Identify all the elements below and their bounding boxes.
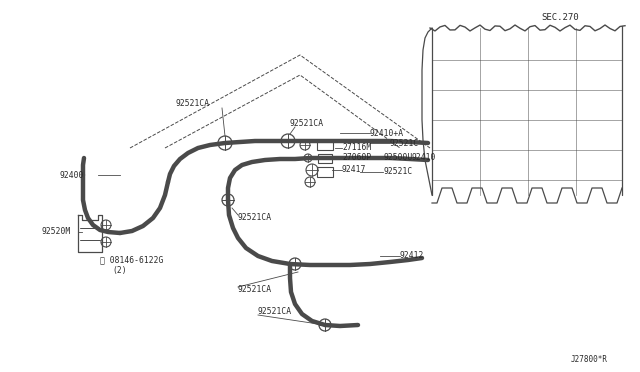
Text: 92520M: 92520M (42, 228, 71, 237)
Text: Ⓑ 08146-6122G: Ⓑ 08146-6122G (100, 256, 163, 264)
Text: 92417: 92417 (342, 166, 366, 174)
Text: 92521CA: 92521CA (238, 214, 272, 222)
Text: 92521CA: 92521CA (290, 119, 324, 128)
Text: 27116M: 27116M (342, 144, 371, 153)
Text: 92400: 92400 (60, 170, 84, 180)
Bar (318, 154, 332, 163)
Text: 92521CA: 92521CA (175, 99, 209, 108)
Text: 92521CA: 92521CA (238, 285, 272, 295)
Text: 92521C: 92521C (383, 167, 412, 176)
Text: 92521CA: 92521CA (258, 308, 292, 317)
Text: 92412: 92412 (400, 251, 424, 260)
Text: 92410+A: 92410+A (370, 128, 404, 138)
Text: 92410: 92410 (412, 154, 436, 163)
Bar (317, 167, 333, 177)
Text: (2): (2) (112, 266, 127, 275)
Text: J27800*R: J27800*R (571, 356, 608, 365)
Bar (317, 140, 333, 150)
Text: 92521C: 92521C (390, 138, 419, 148)
Text: 92500U: 92500U (383, 154, 412, 163)
Text: 27060P: 27060P (342, 154, 371, 163)
Text: SEC.270: SEC.270 (541, 13, 579, 22)
